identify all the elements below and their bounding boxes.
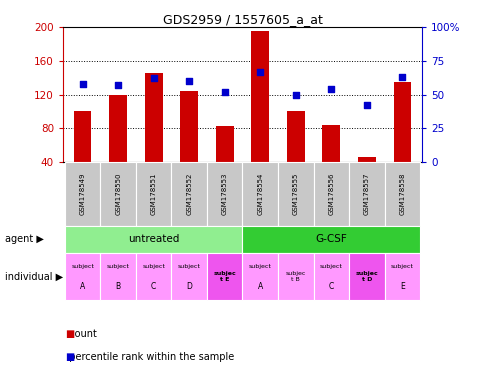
Bar [251, 31, 269, 162]
Text: subject: subject [106, 263, 129, 268]
Bar [215, 126, 233, 162]
Text: subject: subject [71, 263, 94, 268]
Bar [242, 162, 277, 225]
Bar [109, 94, 127, 162]
Bar [357, 157, 375, 162]
Point [150, 75, 157, 81]
Text: D: D [186, 282, 192, 291]
Bar [207, 253, 242, 300]
Text: A: A [257, 282, 262, 291]
Bar [287, 111, 304, 162]
Text: subject: subject [248, 263, 271, 268]
Bar [277, 253, 313, 300]
Bar [384, 162, 419, 225]
Point [398, 74, 406, 80]
Text: count: count [63, 329, 97, 339]
Bar [242, 253, 277, 300]
Point [362, 102, 370, 108]
Bar [313, 162, 348, 225]
Bar [65, 253, 100, 300]
Text: ■: ■ [65, 329, 75, 339]
Bar [136, 162, 171, 225]
Point [114, 82, 122, 88]
Point [78, 81, 86, 87]
Text: percentile rank within the sample: percentile rank within the sample [63, 352, 234, 362]
Text: GSM178550: GSM178550 [115, 172, 121, 215]
Bar [348, 162, 384, 225]
Text: A: A [80, 282, 85, 291]
Point [220, 89, 228, 95]
Bar [171, 253, 207, 300]
Point [291, 91, 299, 98]
Bar [100, 253, 136, 300]
Point [327, 86, 334, 92]
Bar [100, 162, 136, 225]
Text: subject: subject [390, 263, 413, 268]
Bar [384, 253, 419, 300]
Point [256, 68, 264, 74]
Bar [145, 73, 162, 162]
Text: GSM178552: GSM178552 [186, 173, 192, 215]
Text: subject: subject [178, 263, 200, 268]
Text: GSM178551: GSM178551 [151, 172, 156, 215]
Bar [393, 82, 410, 162]
Bar [348, 253, 384, 300]
Text: C: C [328, 282, 333, 291]
Bar [277, 162, 313, 225]
Text: subjec
t D: subjec t D [355, 271, 378, 282]
Text: agent ▶: agent ▶ [5, 234, 44, 244]
Text: subjec
t B: subjec t B [285, 271, 305, 282]
Bar [74, 111, 91, 162]
Bar [65, 225, 242, 253]
Text: untreated: untreated [128, 234, 179, 244]
Text: GSM178549: GSM178549 [79, 172, 85, 215]
Text: subjec
t E: subjec t E [213, 271, 236, 282]
Title: GDS2959 / 1557605_a_at: GDS2959 / 1557605_a_at [162, 13, 322, 26]
Bar [136, 253, 171, 300]
Text: GSM178556: GSM178556 [328, 172, 333, 215]
Text: GSM178553: GSM178553 [221, 172, 227, 215]
Text: GSM178554: GSM178554 [257, 173, 263, 215]
Bar [313, 253, 348, 300]
Text: GSM178555: GSM178555 [292, 173, 298, 215]
Bar [171, 162, 207, 225]
Text: GSM178557: GSM178557 [363, 172, 369, 215]
Text: GSM178558: GSM178558 [399, 172, 405, 215]
Text: B: B [115, 282, 121, 291]
Text: C: C [151, 282, 156, 291]
Bar [322, 125, 339, 162]
Text: subject: subject [142, 263, 165, 268]
Point [185, 78, 193, 84]
Bar [242, 225, 419, 253]
Text: subject: subject [319, 263, 342, 268]
Text: G-CSF: G-CSF [315, 234, 347, 244]
Text: E: E [399, 282, 404, 291]
Bar [180, 91, 197, 162]
Bar [207, 162, 242, 225]
Text: individual ▶: individual ▶ [5, 271, 63, 281]
Text: ■: ■ [65, 352, 75, 362]
Bar [65, 162, 100, 225]
